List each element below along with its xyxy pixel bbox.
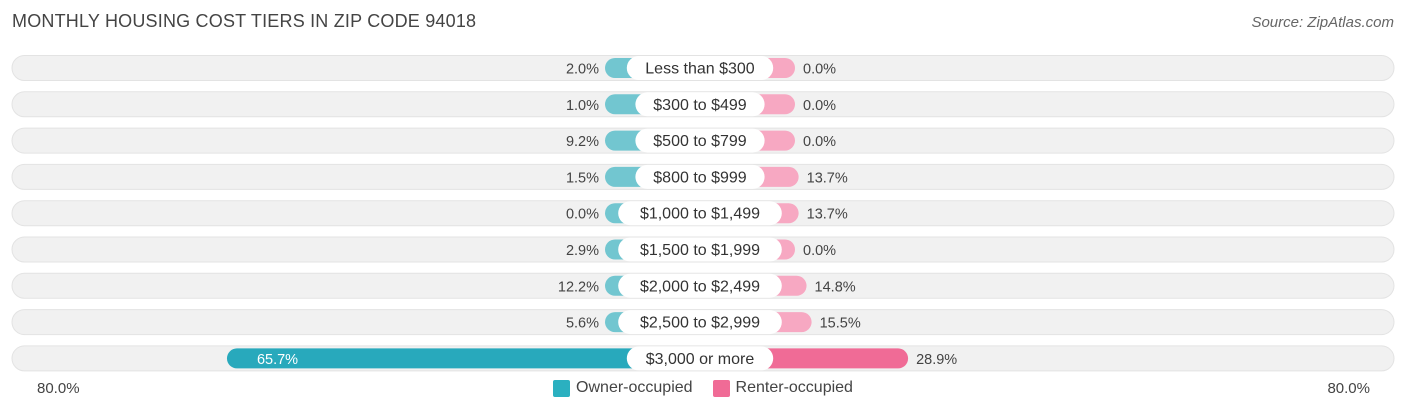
owner-value-label: 1.5% [566, 170, 599, 186]
axis-left-label: 80.0% [37, 380, 80, 397]
category-pill [635, 128, 765, 153]
category-label: $500 to $799 [653, 133, 747, 150]
owner-value-label: 2.0% [566, 62, 599, 78]
owner-value-label: 65.7% [257, 352, 298, 368]
category-pill [618, 310, 782, 335]
legend: Owner-occupied Renter-occupied [0, 379, 1406, 397]
category-label: $1,500 to $1,999 [640, 242, 760, 259]
owner-value-label: 12.2% [558, 279, 599, 295]
category-label: $300 to $499 [653, 97, 747, 114]
owner-value-label: 0.0% [566, 207, 599, 223]
legend-item-owner: Owner-occupied [553, 379, 693, 397]
renter-value-label: 28.9% [916, 352, 957, 368]
legend-label-renter: Renter-occupied [735, 379, 853, 396]
owner-value-label: 5.6% [566, 316, 599, 332]
legend-swatch-owner [553, 379, 571, 397]
category-pill [635, 92, 765, 117]
owner-value-label: 9.2% [566, 134, 599, 150]
owner-value-label: 1.0% [566, 98, 599, 114]
legend-swatch-renter [712, 379, 730, 397]
owner-value-label: 2.9% [566, 243, 599, 259]
owner-bar [226, 348, 700, 369]
renter-value-label: 0.0% [803, 243, 836, 259]
legend-item-renter: Renter-occupied [712, 379, 853, 397]
renter-value-label: 14.8% [815, 279, 856, 295]
category-pill [618, 201, 782, 226]
axis-right-label: 80.0% [1327, 380, 1370, 397]
renter-value-label: 0.0% [803, 98, 836, 114]
chart-title: MONTHLY HOUSING COST TIERS IN ZIP CODE 9… [12, 11, 477, 31]
renter-value-label: 0.0% [803, 134, 836, 150]
renter-value-label: 13.7% [807, 170, 848, 186]
category-pill [618, 273, 782, 298]
category-label: Less than $300 [645, 61, 755, 78]
category-pill [635, 164, 765, 189]
category-pill [618, 237, 782, 262]
renter-value-label: 15.5% [820, 316, 861, 332]
category-label: $1,000 to $1,499 [640, 206, 760, 223]
category-label: $3,000 or more [646, 351, 755, 368]
source-credit: Source: ZipAtlas.com [1251, 14, 1394, 31]
category-pill [626, 56, 774, 80]
legend-label-owner: Owner-occupied [576, 379, 693, 396]
renter-value-label: 13.7% [807, 207, 848, 223]
category-label: $2,500 to $2,999 [640, 315, 760, 332]
category-label: $2,000 to $2,499 [640, 278, 760, 295]
category-pill [626, 346, 774, 371]
renter-value-label: 0.0% [803, 62, 836, 78]
category-label: $800 to $999 [653, 169, 747, 186]
